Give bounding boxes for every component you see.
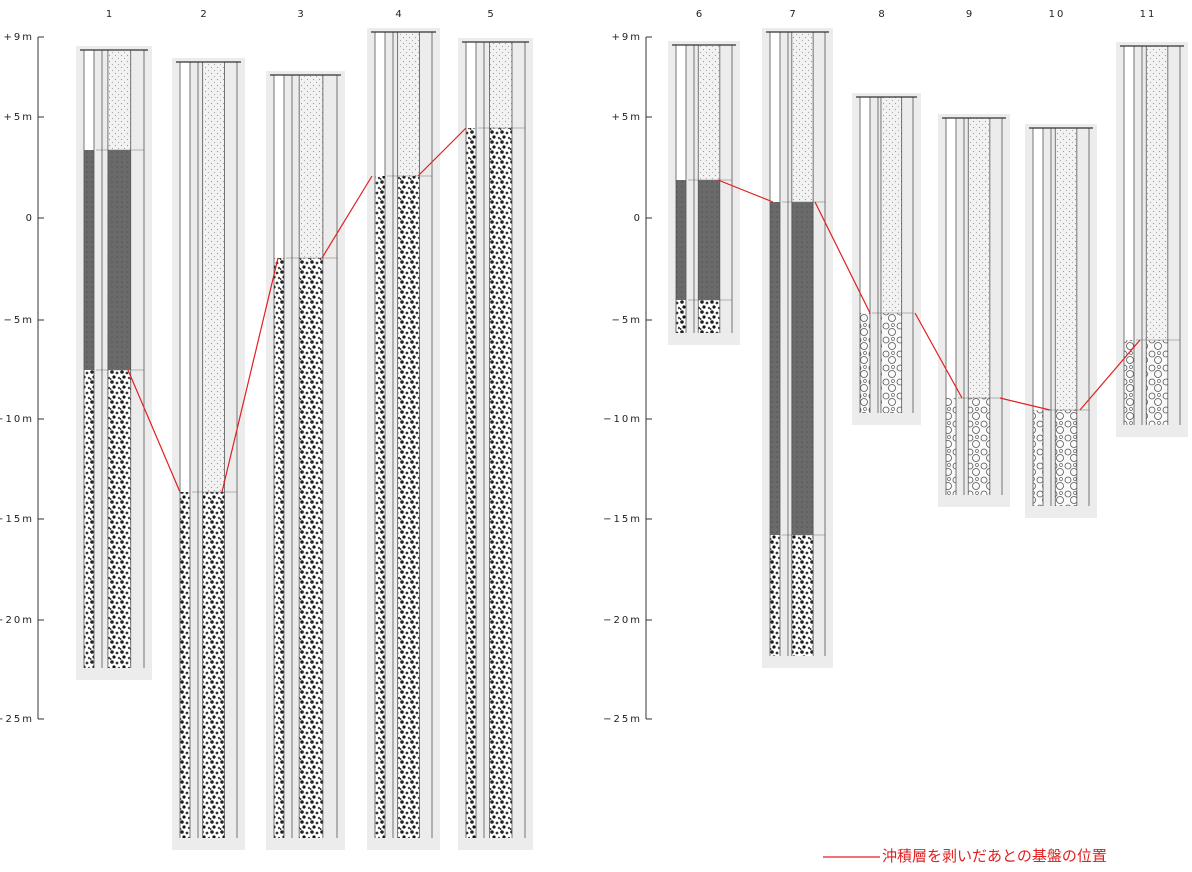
borehole [668, 41, 740, 345]
borehole-number: 9 [966, 9, 974, 20]
layer [881, 313, 902, 413]
layer [792, 535, 813, 656]
layer [1124, 46, 1134, 340]
tick-label: 0 [634, 213, 642, 224]
borehole [266, 71, 345, 850]
tick-label: −10m [0, 414, 34, 425]
borehole-number: 5 [487, 9, 495, 20]
layer [398, 176, 420, 838]
borehole-number: 11 [1140, 9, 1157, 20]
tick-label: −20m [0, 615, 34, 626]
layer [108, 150, 131, 370]
tick-label: −20m [603, 615, 642, 626]
layer [698, 45, 720, 180]
borehole [76, 46, 152, 680]
layer [770, 535, 780, 656]
layer [466, 128, 476, 838]
layer [84, 150, 94, 370]
borehole [367, 28, 440, 850]
layer [84, 50, 94, 150]
tick-label: −5m [612, 315, 642, 326]
layer [1055, 128, 1077, 410]
tick-label: 0 [26, 213, 34, 224]
layer [84, 370, 94, 668]
layer [860, 97, 870, 313]
layer [108, 50, 131, 150]
layer [792, 202, 813, 535]
layer [180, 492, 190, 838]
layer [180, 62, 190, 492]
layer [968, 398, 990, 495]
tick-label: +5m [612, 112, 642, 123]
borehole [1116, 42, 1188, 437]
layer [375, 32, 385, 176]
layer [946, 398, 956, 495]
tick-label: −25m [603, 714, 642, 725]
borehole [172, 58, 245, 850]
layer [203, 62, 225, 492]
layer [946, 118, 956, 398]
layer [968, 118, 990, 398]
layer [490, 128, 513, 838]
layer [792, 32, 813, 202]
borehole [458, 38, 533, 850]
layer [1146, 46, 1168, 340]
borehole-number: 6 [696, 9, 704, 20]
layer [698, 300, 720, 333]
layer [274, 258, 284, 838]
borehole [852, 93, 921, 425]
layer [1033, 410, 1043, 506]
layer [860, 313, 870, 413]
borehole-number: 1 [106, 9, 114, 20]
tick-label: +5m [4, 112, 34, 123]
tick-label: +9m [612, 32, 642, 43]
tick-label: −15m [0, 514, 34, 525]
borehole-diagram: 1 2 3 4 5 6 7 8 9 10 11 +9m +5m 0 −5m −10m −15m −20m −25m… [0, 0, 1192, 872]
borehole [1025, 124, 1097, 518]
borehole-number: 7 [789, 9, 797, 20]
legend-text: 沖積層を剥いだあとの基盤の位置 [882, 847, 1107, 865]
borehole [938, 114, 1010, 507]
layer [770, 202, 780, 535]
borehole [762, 28, 833, 668]
tick-label: −25m [0, 714, 34, 725]
tick-label: −15m [603, 514, 642, 525]
tick-label: −10m [603, 414, 642, 425]
borehole-number: 8 [878, 9, 886, 20]
layer [274, 75, 284, 258]
borehole-number: 4 [395, 9, 403, 20]
layer [1033, 128, 1043, 410]
layer [398, 32, 420, 176]
layer [466, 42, 476, 128]
tick-label: −5m [4, 315, 34, 326]
layer [490, 42, 513, 128]
borehole-number: 2 [200, 9, 208, 20]
layer [698, 180, 720, 300]
layer [203, 492, 225, 838]
layer [1146, 340, 1168, 425]
layer [1055, 410, 1077, 506]
layer [299, 75, 323, 258]
layer [108, 370, 131, 668]
layer [676, 180, 686, 300]
layer [881, 97, 902, 313]
borehole-number: 10 [1049, 9, 1066, 20]
borehole-number: 3 [297, 9, 305, 20]
layer [299, 258, 323, 838]
layer [375, 176, 385, 838]
layer [770, 32, 780, 202]
tick-label: +9m [4, 32, 34, 43]
layer [676, 300, 686, 333]
layer [676, 45, 686, 180]
